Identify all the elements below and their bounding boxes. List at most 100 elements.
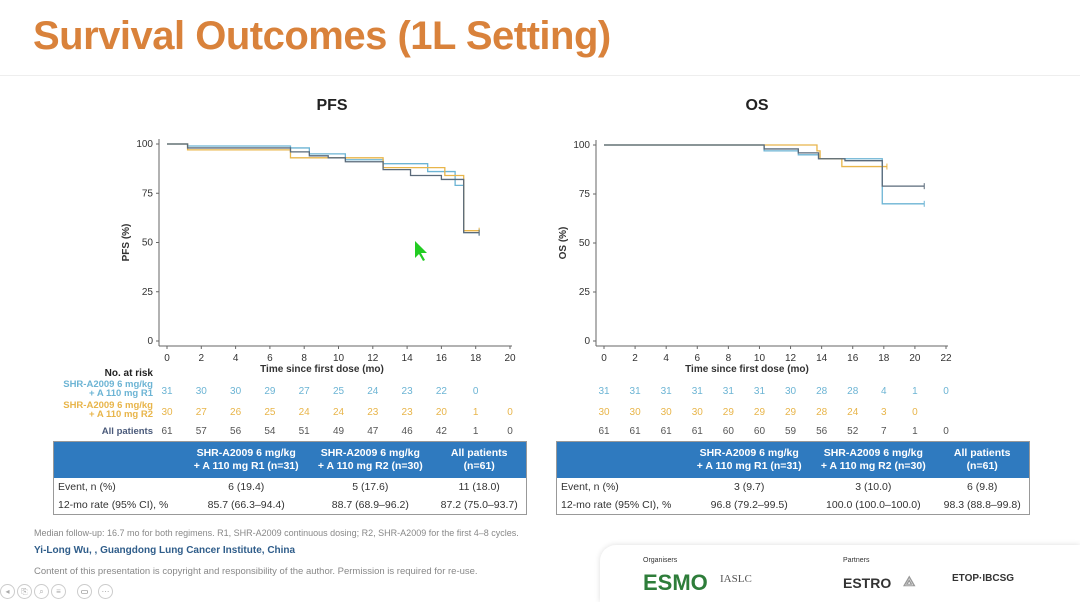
prev-icon[interactable]: ◂ <box>0 584 15 599</box>
table-cell: 100.0 (100.0–100.0) <box>826 499 921 511</box>
more-icon[interactable]: ⋯ <box>98 584 113 599</box>
menu-icon[interactable]: ≡ <box>51 584 66 599</box>
y-axis-label: PFS (%) <box>121 224 132 262</box>
organisers-label: Organisers <box>643 557 678 564</box>
table-header: SHR-A2009 6 mg/kg + A 110 mg R1 (n=31) <box>184 441 309 478</box>
x-tick-label: 10 <box>333 353 345 364</box>
x-tick-label: 18 <box>878 353 890 364</box>
risk-count: 60 <box>723 426 735 437</box>
table-cell: 88.7 (68.9–96.2) <box>331 499 409 511</box>
slide-title: Survival Outcomes (1L Setting) <box>33 14 611 58</box>
risk-count: 47 <box>367 426 379 437</box>
table-header-row: SHR-A2009 6 mg/kg + A 110 mg R1 (n=31) SHR… <box>53 441 527 478</box>
risk-count: 23 <box>402 386 414 397</box>
chart-title: OS <box>745 97 768 114</box>
x-tick-label: 6 <box>267 353 273 364</box>
risk-count: 1 <box>473 407 479 418</box>
risk-count: 61 <box>692 426 704 437</box>
camera-icon[interactable]: ▭ <box>77 584 92 599</box>
table-cell: 12-mo rate (95% CI), % <box>561 499 672 511</box>
risk-count: 20 <box>436 407 448 418</box>
km-curve-r1 <box>167 143 480 234</box>
km-curve-all <box>167 143 480 234</box>
footnote: Median follow-up: 16.7 mo for both regim… <box>34 528 519 538</box>
risk-count: 31 <box>723 386 735 397</box>
zoom-icon[interactable]: ⌕ <box>34 584 49 599</box>
copyright: Content of this presentation is copyrigh… <box>34 566 478 577</box>
table-cell: 98.3 (88.8–99.8) <box>943 499 1021 511</box>
risk-count: 60 <box>754 426 766 437</box>
x-tick-label: 16 <box>436 353 448 364</box>
x-tick-label: 14 <box>402 353 414 364</box>
risk-count: 30 <box>196 386 208 397</box>
table-header: All patients (n=61) <box>935 441 1030 478</box>
sponsor-footer: Organisers Partners ESMO IASLC ESTRO ⟁ E… <box>600 545 1080 602</box>
risk-row-label: + A 110 mg R1 <box>89 388 154 399</box>
risk-count: 51 <box>299 426 311 437</box>
table-cell: 87.2 (75.0–93.7) <box>440 499 518 511</box>
risk-count: 22 <box>436 386 448 397</box>
table-header <box>53 441 185 478</box>
x-tick-label: 4 <box>233 353 239 364</box>
risk-count: 30 <box>661 407 673 418</box>
risk-count: 25 <box>264 407 276 418</box>
table-cell: 6 (19.4) <box>228 481 265 493</box>
risk-count: 24 <box>367 386 379 397</box>
risk-count: 1 <box>912 386 918 397</box>
x-tick-label: 20 <box>504 353 516 364</box>
table-row: Event, n (%) 3 (9.7) 3 (10.0) 6 (9.8) <box>557 478 1030 496</box>
km-curve-r2 <box>167 143 480 232</box>
x-tick-label: 8 <box>301 353 307 364</box>
risk-count: 57 <box>196 426 208 437</box>
table-cell: 96.8 (79.2–99.5) <box>710 499 788 511</box>
risk-count: 7 <box>881 426 887 437</box>
risk-count: 24 <box>333 407 345 418</box>
x-tick-label: 2 <box>199 353 205 364</box>
y-tick-label: 75 <box>579 189 591 200</box>
table-cell: Event, n (%) <box>561 481 619 493</box>
estro-logo: ESTRO <box>843 575 892 591</box>
x-tick-label: 6 <box>694 353 700 364</box>
x-tick-label: 22 <box>940 353 952 364</box>
x-tick-label: 0 <box>164 353 170 364</box>
km-curve-r1 <box>604 144 925 205</box>
risk-count: 31 <box>754 386 766 397</box>
etop-logo: ETOP·IBCSG <box>952 573 1015 584</box>
y-tick-label: 100 <box>573 140 590 151</box>
risk-count: 26 <box>230 407 242 418</box>
table-cell: 85.7 (66.3–94.4) <box>207 499 285 511</box>
os-table: SHR-A2009 6 mg/kg + A 110 mg R1 (n=31) SHR… <box>556 441 1030 515</box>
risk-count: 0 <box>473 386 479 397</box>
risk-count: 30 <box>598 407 610 418</box>
table-row: 12-mo rate (95% CI), % 85.7 (66.3–94.4) 88… <box>54 496 527 515</box>
table-cell: 5 (17.6) <box>352 481 389 493</box>
risk-count: 54 <box>264 426 276 437</box>
table-header <box>556 441 688 478</box>
risk-count: 52 <box>847 426 859 437</box>
esmo-logo: ESMO <box>643 570 708 595</box>
risk-count: 28 <box>816 386 828 397</box>
risk-count: 42 <box>436 426 448 437</box>
table-cell: 12-mo rate (95% CI), % <box>58 499 169 511</box>
x-tick-label: 4 <box>663 353 669 364</box>
risk-row-label: All patients <box>102 426 153 437</box>
risk-count: 61 <box>598 426 610 437</box>
y-tick-label: 25 <box>579 287 591 298</box>
y-tick-label: 75 <box>142 188 154 199</box>
partners-label: Partners <box>843 557 870 564</box>
x-axis-label: Time since first dose (mo) <box>260 364 384 375</box>
risk-count: 0 <box>507 407 513 418</box>
y-tick-label: 50 <box>579 238 591 249</box>
copy-icon[interactable]: ⎘ <box>17 584 32 599</box>
risk-count: 56 <box>816 426 828 437</box>
table-header: SHR-A2009 6 mg/kg + A 110 mg R2 (n=30) <box>308 441 433 478</box>
y-axis-label: OS (%) <box>558 227 569 260</box>
risk-count: 30 <box>161 407 173 418</box>
risk-count: 23 <box>402 407 414 418</box>
risk-count: 31 <box>630 386 642 397</box>
table-header: All patients (n=61) <box>432 441 527 478</box>
risk-count: 30 <box>230 386 242 397</box>
x-tick-label: 10 <box>754 353 766 364</box>
y-tick-label: 50 <box>142 238 154 249</box>
